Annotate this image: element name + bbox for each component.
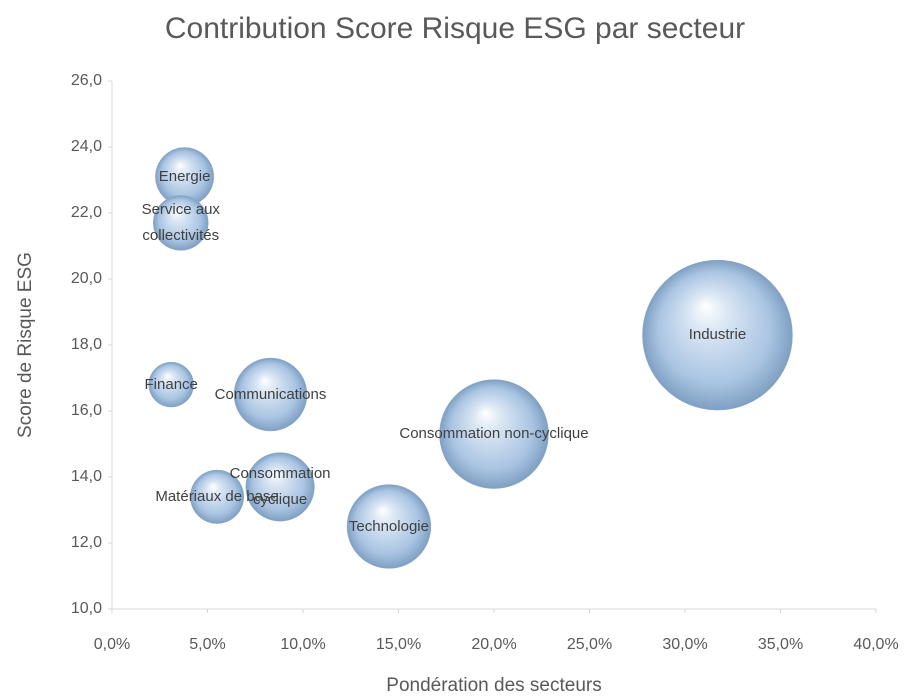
bubble-label: Consommation non-cyclique bbox=[399, 425, 589, 443]
y-tick-label: 14,0 bbox=[71, 468, 102, 485]
bubble-label-box: Consommation cyclique bbox=[229, 464, 331, 508]
bubble-label-box: Matériaux de base bbox=[155, 487, 279, 505]
y-tick-label: 18,0 bbox=[71, 336, 102, 353]
bubble-label-box: Industrie bbox=[688, 326, 747, 344]
x-tick-label: 5,0% bbox=[189, 636, 225, 653]
bubble-label: Finance bbox=[144, 375, 198, 393]
x-tick-label: 15,0% bbox=[376, 636, 421, 653]
x-tick-label: 0,0% bbox=[94, 636, 130, 653]
y-tick-label: 10,0 bbox=[71, 600, 102, 617]
bubble bbox=[642, 259, 793, 411]
x-tick-label: 25,0% bbox=[567, 636, 612, 653]
x-tick-label: 10,0% bbox=[280, 636, 325, 653]
bubble-label: Technologie bbox=[348, 517, 429, 535]
y-tick-label: 16,0 bbox=[71, 402, 102, 419]
bubble-label: Service aux collectivités bbox=[141, 200, 220, 244]
bubble-label: Industrie bbox=[688, 326, 747, 344]
x-axis-title: Pondération des secteurs bbox=[386, 675, 601, 696]
bubble bbox=[153, 195, 209, 251]
bubble bbox=[439, 379, 549, 489]
bubble-label-box: Energie bbox=[158, 167, 211, 185]
bubble-label: Consommation cyclique bbox=[229, 464, 331, 508]
x-tick-label: 35,0% bbox=[758, 636, 803, 653]
bubble bbox=[245, 452, 315, 522]
y-axis-title: Score de Risque ESG bbox=[15, 252, 36, 438]
bubble-label: Communications bbox=[214, 385, 327, 403]
bubble-label-box: Service aux collectivités bbox=[141, 200, 220, 244]
bubble-label-box: Communications bbox=[214, 385, 327, 403]
bubble bbox=[233, 357, 308, 432]
bubble bbox=[148, 361, 194, 408]
y-tick-label: 26,0 bbox=[71, 72, 102, 89]
bubble-label: Energie bbox=[158, 167, 211, 185]
y-tick-label: 12,0 bbox=[71, 534, 102, 551]
bubble-label-box: Finance bbox=[144, 375, 198, 393]
x-tick-label: 20,0% bbox=[471, 636, 516, 653]
x-tick-label: 30,0% bbox=[662, 636, 707, 653]
bubble-label-box: Technologie bbox=[348, 517, 429, 535]
bubble bbox=[190, 469, 245, 524]
bubble-label: Matériaux de base bbox=[155, 487, 279, 505]
bubble bbox=[346, 484, 432, 569]
y-tick-label: 20,0 bbox=[71, 270, 102, 287]
x-tick-label: 40,0% bbox=[853, 636, 898, 653]
chart-title: Contribution Score Risque ESG par secteu… bbox=[165, 12, 745, 45]
y-tick-label: 22,0 bbox=[71, 204, 102, 221]
bubble-label-box: Consommation non-cyclique bbox=[399, 425, 589, 443]
y-tick-label: 24,0 bbox=[71, 138, 102, 155]
